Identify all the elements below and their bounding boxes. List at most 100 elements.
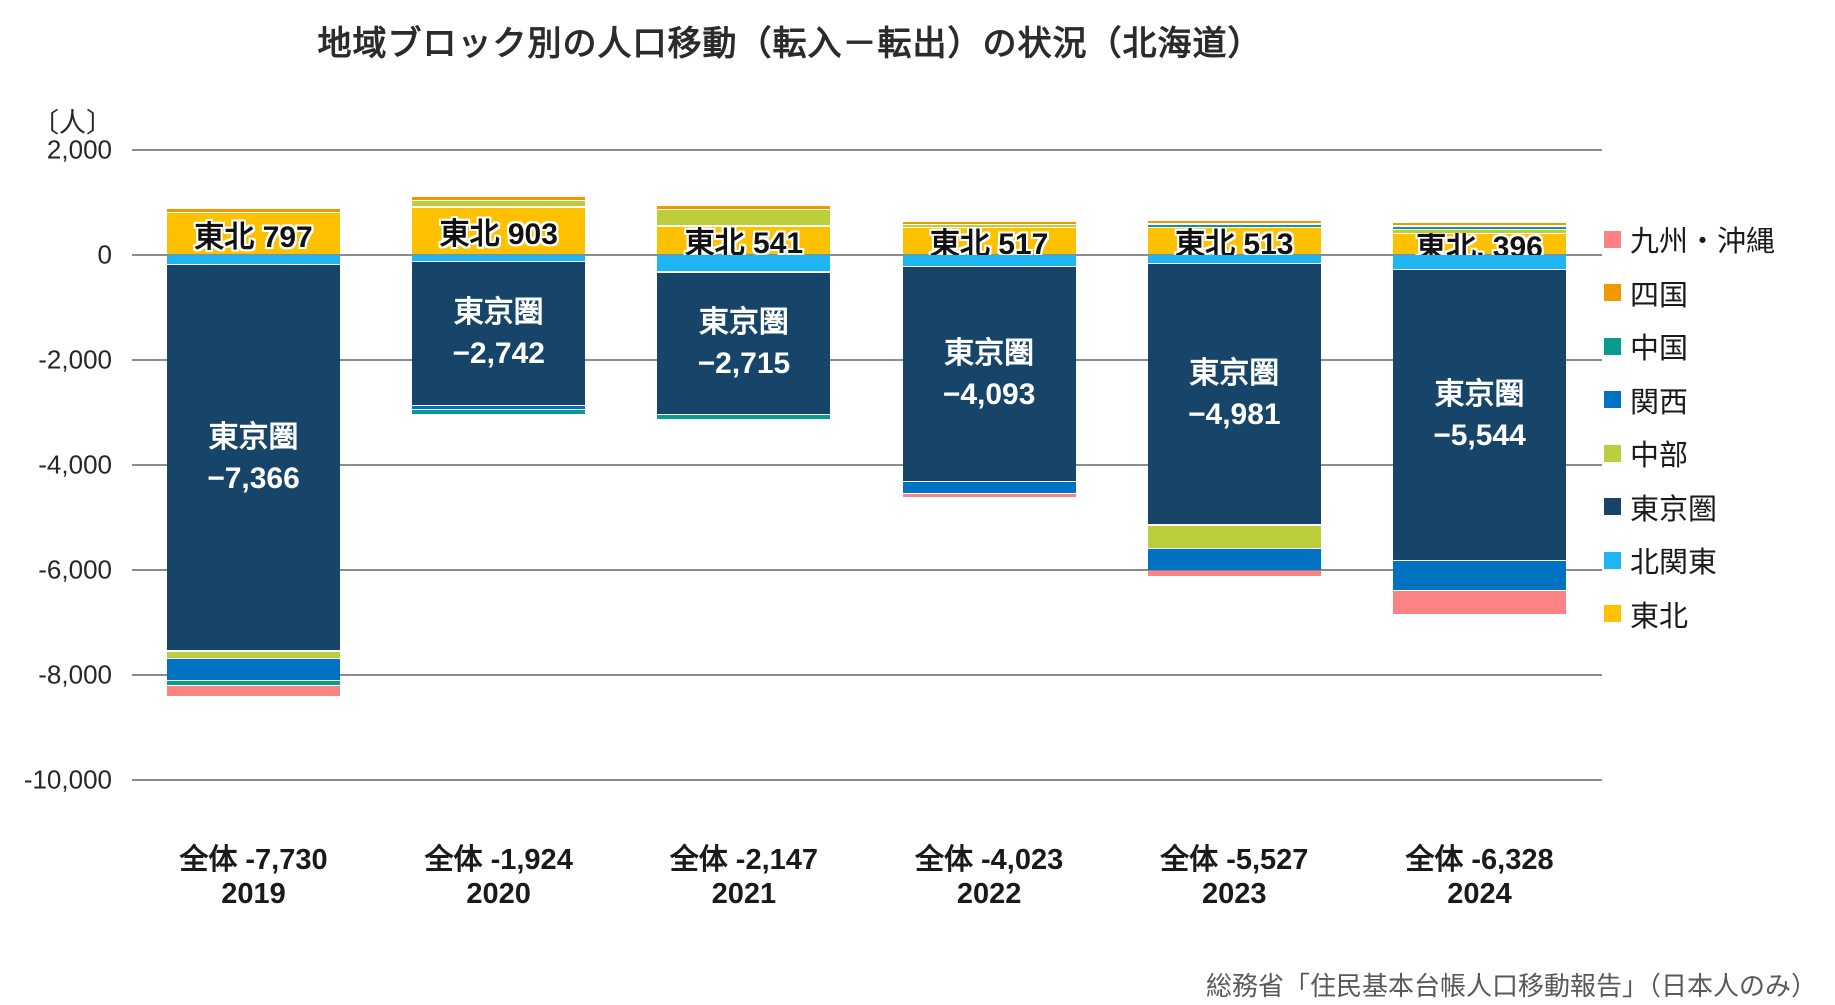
legend-item-kyushu-okinawa: 九州・沖縄 [1604, 218, 1775, 260]
bar-2022-segment-kyushu-okinawa [902, 494, 1076, 497]
bar-2019-segment-kita-kanto [167, 255, 340, 264]
legend-label: 四国 [1630, 279, 1689, 312]
bar-label-tokyo-ken: 東京圏 −2,715 [697, 306, 791, 381]
y-tick-label: 2,000 [46, 134, 112, 164]
bar-2021-segment-tokyo-ken: 東京圏 −2,715 [657, 272, 831, 414]
legend-swatch-chubu [1604, 444, 1621, 462]
bar-label-tohoku: 東北 541 [684, 227, 804, 261]
legend-swatch-tokyo-ken [1604, 498, 1621, 515]
bar-2020-segment-tohoku: 東北 903 [412, 207, 586, 254]
bar-2024-segment-kansai [1393, 561, 1566, 590]
bar-2021-segment-kita-kanto [657, 255, 831, 272]
bar-2022-segment-kita-kanto [902, 255, 1076, 266]
bar-2024-segment-kita-kanto [1393, 255, 1566, 269]
bar-2021-segment-chubu [657, 210, 831, 226]
legend-swatch-chugoku [1604, 337, 1621, 355]
gridline--6000 [132, 568, 1602, 571]
legend-swatch-shikoku [1604, 284, 1621, 301]
x-label-total: 全体 -4,023 [914, 844, 1064, 876]
bar-2024-segment-tokyo-ken: 東京圏 −5,544 [1393, 270, 1566, 560]
gridline--8000 [132, 673, 1602, 676]
bar-2020-segment-chugoku [412, 410, 586, 414]
legend-swatch-tohoku [1604, 605, 1621, 622]
x-label-year: 2024 [1447, 878, 1512, 910]
x-label-total: 全体 -1,924 [424, 844, 573, 876]
bar-2023-segment-tohoku: 東北 513 [1147, 228, 1321, 261]
bar-label-tokyo-ken: 東京圏 −4,981 [1188, 357, 1281, 432]
x-label-year: 2022 [956, 878, 1022, 910]
legend-item-tohoku: 東北 [1604, 593, 1688, 635]
bar-2023-segment-chugoku [1147, 224, 1321, 227]
bar-2021-segment-shikoku [657, 205, 831, 209]
bar-2019-segment-kyushu-okinawa [167, 686, 340, 696]
bar-2023-segment-kyushu-okinawa [1147, 571, 1321, 576]
source-note: 総務省「住民基本台帳人口移動報告」（日本人のみ） [1205, 971, 1817, 1001]
bar-2019-segment-chubu [167, 651, 340, 658]
legend-label: 東京圏 [1630, 493, 1718, 526]
gridline-0 [132, 253, 1602, 256]
bar-2020-segment-kita-kanto [412, 255, 586, 261]
bar-2019-segment-chugoku [167, 681, 340, 685]
x-label-year: 2019 [221, 878, 286, 910]
gridline--10000 [132, 778, 1602, 781]
bar-2020-segment-kansai [412, 406, 586, 409]
bar-2021-segment-tohoku: 東北 541 [657, 226, 831, 260]
legend-label: 中部 [1630, 440, 1689, 472]
bar-2022-segment-tokyo-ken: 東京圏 −4,093 [902, 267, 1076, 481]
bar-2019-segment-tokyo-ken: 東京圏 −7,366 [167, 265, 340, 651]
x-label-total: 全体 -6,328 [1405, 844, 1554, 876]
bar-label-tohoku: 東北 797 [194, 220, 313, 254]
y-tick-label: -2,000 [38, 344, 112, 374]
bar-2023-segment-tokyo-ken: 東京圏 −4,981 [1147, 264, 1321, 525]
y-tick-label: 0 [97, 239, 112, 269]
legend-item-chugoku: 中国 [1604, 325, 1688, 367]
gridline-2000 [132, 148, 1602, 151]
bar-2020-segment-shikoku [412, 197, 586, 200]
y-tick-label: -4,000 [38, 449, 112, 479]
legend-label: 関西 [1630, 386, 1689, 419]
legend-item-tokyo-ken: 東京圏 [1604, 486, 1717, 528]
bar-2021-segment-chugoku [657, 415, 831, 419]
bar-label-tokyo-ken: 東京圏 −7,366 [207, 420, 300, 495]
bar-2024-segment-shikoku [1393, 223, 1566, 226]
x-label-year: 2020 [466, 878, 531, 910]
bar-label-tokyo-ken: 東京圏 −2,742 [452, 296, 545, 371]
bar-2022-segment-kansai [902, 482, 1076, 493]
legend-swatch-kansai [1604, 391, 1621, 408]
bar-label-tokyo-ken: 東京圏 −5,544 [1433, 377, 1526, 452]
legend-label: 九州・沖縄 [1630, 226, 1776, 258]
bar-2019-segment-shikoku [167, 209, 340, 212]
bar-2022-segment-tohoku: 東北 517 [902, 228, 1076, 261]
bar-2023-segment-kansai [1147, 549, 1321, 570]
bar-2024-segment-chugoku [1393, 226, 1566, 229]
legend-item-kita-kanto: 北関東 [1604, 539, 1717, 581]
y-axis-unit-label: 〔人〕 [32, 108, 113, 138]
bar-2024-segment-chubu [1393, 230, 1566, 233]
bar-2019-segment-tohoku: 東北 797 [167, 213, 340, 254]
x-label-total: 全体 -5,527 [1160, 844, 1309, 876]
legend-label: 北関東 [1630, 547, 1718, 579]
legend-label: 中国 [1630, 333, 1689, 365]
chart-title: 地域ブロック別の人口移動（転入－転出）の状況（北海道） [317, 25, 1263, 63]
gridline--2000 [132, 358, 1602, 361]
x-label-total: 全体 -2,147 [669, 844, 819, 876]
bar-2020-segment-chubu [412, 201, 586, 207]
y-tick-label: -6,000 [38, 554, 112, 584]
legend-item-shikoku: 四国 [1604, 272, 1688, 314]
legend-swatch-kita-kanto [1604, 551, 1621, 569]
legend-item-kansai: 関西 [1604, 379, 1688, 421]
bar-2024-segment-kyushu-okinawa [1393, 591, 1566, 614]
x-label-year: 2021 [711, 878, 777, 910]
legend-swatch-kyushu-okinawa [1604, 230, 1621, 248]
x-label-year: 2023 [1202, 878, 1267, 910]
legend-item-chubu: 中部 [1604, 432, 1688, 474]
bar-2023-segment-shikoku [1147, 220, 1321, 224]
legend-label: 東北 [1630, 600, 1689, 633]
bar-2022-segment-shikoku [902, 222, 1076, 224]
bar-2020-segment-tokyo-ken: 東京圏 −2,742 [412, 262, 586, 405]
y-tick-label: -10,000 [23, 764, 112, 794]
x-label-total: 全体 -7,730 [179, 844, 328, 876]
bar-2022-segment-chubu [902, 224, 1076, 227]
bar-label-tohoku: 東北 903 [439, 217, 558, 251]
